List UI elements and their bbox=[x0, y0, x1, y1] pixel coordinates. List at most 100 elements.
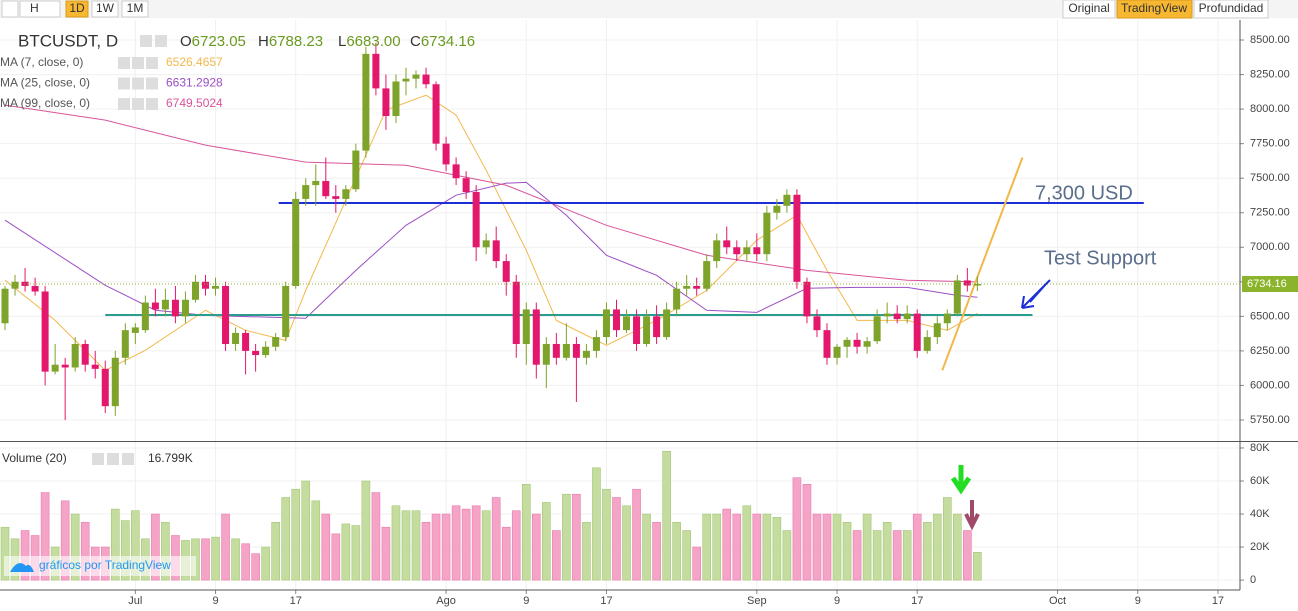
candle-body bbox=[272, 337, 280, 347]
volume-bar bbox=[471, 505, 481, 581]
candle-body bbox=[101, 368, 109, 407]
candle-body bbox=[763, 212, 771, 255]
volume-bar bbox=[912, 513, 922, 581]
icon[interactable] bbox=[132, 98, 144, 110]
volume-bar bbox=[662, 450, 671, 581]
volume-bar bbox=[872, 530, 882, 581]
volume-bar bbox=[782, 530, 792, 581]
view-button[interactable] bbox=[1193, 0, 1269, 19]
candle-body bbox=[392, 81, 400, 117]
y-tick-label: 8250.00 bbox=[1250, 68, 1290, 80]
volume-bar bbox=[521, 483, 531, 581]
volume-bar bbox=[942, 497, 952, 581]
volume-bar bbox=[742, 505, 752, 581]
symbol-title: BTCUSDT, D bbox=[18, 31, 118, 50]
x-tick-label: Jul bbox=[128, 595, 142, 607]
interval-button[interactable] bbox=[91, 0, 119, 18]
volume-bar bbox=[20, 530, 30, 581]
candle-body bbox=[111, 357, 119, 407]
interval-label: 1M bbox=[127, 1, 144, 15]
icon[interactable] bbox=[118, 77, 130, 90]
x-tick-label: 17 bbox=[290, 595, 302, 607]
ohlc: C6734.16 bbox=[410, 33, 475, 50]
plot: Jul 9 17 Ago 9 17 Sep 9 17 Oct 9 17 5750.00 6000.00 62… bbox=[0, 20, 1298, 607]
volume-bar bbox=[271, 521, 280, 581]
interval-label: 1D bbox=[69, 1, 85, 15]
candle-body bbox=[592, 337, 600, 351]
candle-body bbox=[602, 309, 610, 338]
icon[interactable] bbox=[122, 453, 134, 465]
icon[interactable] bbox=[146, 57, 158, 69]
volume-bar bbox=[251, 553, 260, 581]
volume-bar bbox=[552, 530, 561, 581]
icon[interactable] bbox=[132, 77, 144, 90]
legend: BTCUSDT, D O6723.05 H6788.23 L6683.00 C6… bbox=[0, 31, 475, 465]
ohlc-key: L bbox=[338, 33, 346, 50]
volume-bar bbox=[421, 521, 431, 581]
candle-body bbox=[161, 299, 169, 310]
ma-value: 6631.2928 bbox=[166, 76, 223, 90]
volume-bar bbox=[632, 488, 641, 581]
volume-bar bbox=[211, 536, 220, 581]
volume-bar bbox=[281, 497, 290, 581]
menu-button[interactable] bbox=[1, 0, 19, 18]
drawn-line bbox=[941, 157, 1024, 371]
candle-body bbox=[633, 316, 641, 344]
icon[interactable] bbox=[92, 453, 104, 465]
candle-body bbox=[342, 189, 350, 199]
annotation: Test Support bbox=[1044, 247, 1157, 269]
candle-body bbox=[472, 192, 480, 248]
x-tick-label: 17 bbox=[911, 595, 923, 607]
icon[interactable] bbox=[155, 35, 167, 47]
view-label: Profundidad bbox=[1199, 1, 1264, 15]
y-tick-label: 40K bbox=[1250, 508, 1270, 520]
candle-body bbox=[552, 343, 560, 358]
icon[interactable] bbox=[146, 77, 158, 90]
icon[interactable] bbox=[146, 98, 158, 110]
icon[interactable] bbox=[118, 98, 130, 110]
candle-body bbox=[863, 341, 871, 347]
ohlc-value: 6683.00 bbox=[346, 33, 400, 50]
candle-body bbox=[582, 350, 590, 358]
y-tick-label: 60K bbox=[1250, 475, 1270, 487]
volume-bar bbox=[231, 538, 240, 581]
toolbar-bg bbox=[0, 0, 1298, 18]
icon[interactable] bbox=[107, 453, 119, 465]
y-tick-label: 5750.00 bbox=[1250, 414, 1290, 426]
candle-body bbox=[903, 313, 911, 320]
candle-body bbox=[181, 299, 189, 317]
x-tick-label: 17 bbox=[600, 595, 612, 607]
y-tick-label: 7250.00 bbox=[1250, 207, 1290, 219]
candle-body bbox=[963, 280, 971, 286]
volume-bar bbox=[311, 500, 321, 581]
icon[interactable] bbox=[132, 57, 144, 69]
ma-legend: MA (7, close, 0) 6526.4657 MA (25, close, … bbox=[0, 55, 223, 110]
candle-body bbox=[31, 285, 39, 292]
candle-body bbox=[883, 313, 891, 317]
arrow bbox=[964, 500, 980, 531]
candle-body bbox=[663, 309, 671, 338]
candle-body bbox=[873, 316, 881, 342]
candle-body bbox=[151, 302, 159, 310]
view-button[interactable] bbox=[1116, 0, 1193, 19]
ohlc: O6723.05 bbox=[180, 33, 246, 50]
volume-bar bbox=[762, 513, 772, 581]
candle-body bbox=[813, 316, 821, 331]
candle-body bbox=[522, 309, 530, 344]
volume-bar bbox=[652, 521, 661, 581]
volume-bar bbox=[241, 543, 250, 581]
candle-body bbox=[442, 143, 450, 165]
candle-body bbox=[673, 288, 681, 310]
icon[interactable] bbox=[118, 57, 130, 69]
interval-button[interactable] bbox=[65, 0, 89, 18]
interval-button[interactable] bbox=[121, 0, 149, 18]
candle-body bbox=[121, 330, 129, 358]
volume-bar bbox=[511, 510, 521, 581]
interval-button[interactable] bbox=[19, 0, 61, 18]
candle-body bbox=[322, 180, 330, 197]
candle-body bbox=[452, 164, 460, 179]
ohlc-key: O bbox=[180, 33, 192, 50]
view-label: TradingView bbox=[1121, 1, 1187, 15]
icon[interactable] bbox=[140, 35, 152, 47]
view-button[interactable] bbox=[1062, 0, 1116, 19]
